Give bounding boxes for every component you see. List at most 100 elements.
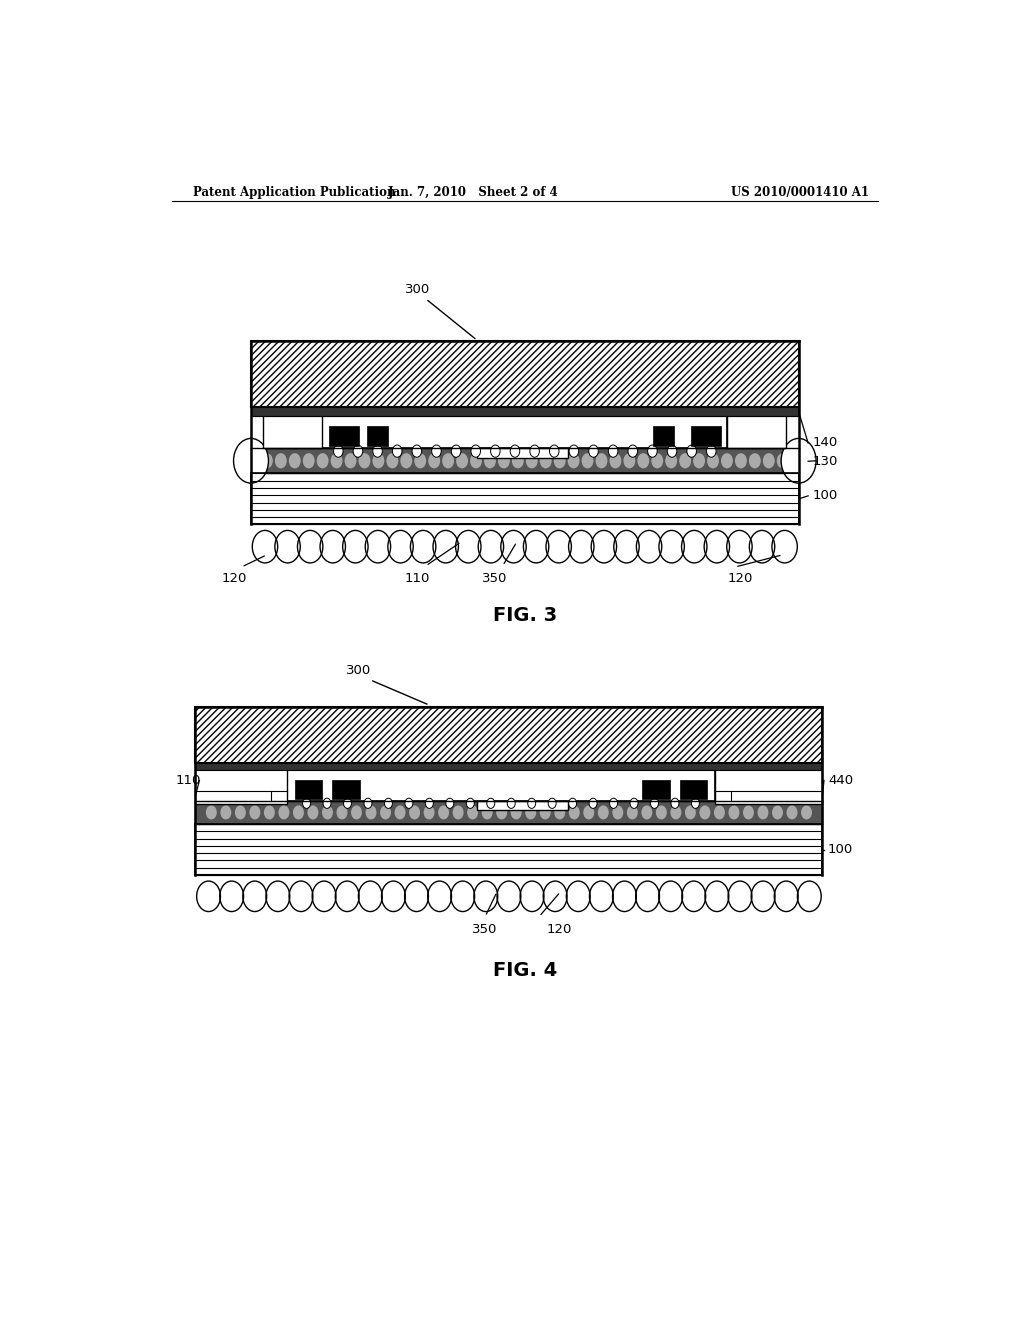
Circle shape — [322, 805, 333, 820]
Text: 120: 120 — [547, 923, 572, 936]
Circle shape — [206, 805, 217, 820]
Circle shape — [624, 453, 635, 469]
Circle shape — [432, 445, 441, 457]
Circle shape — [415, 453, 426, 469]
Circle shape — [358, 453, 371, 469]
Bar — [196, 751, 287, 804]
Circle shape — [410, 805, 420, 820]
Circle shape — [467, 805, 478, 820]
Circle shape — [714, 805, 725, 820]
Text: 300: 300 — [406, 282, 430, 296]
Circle shape — [772, 805, 783, 820]
Circle shape — [627, 805, 638, 820]
Bar — [196, 801, 822, 824]
Circle shape — [470, 453, 482, 469]
Text: 100: 100 — [812, 490, 838, 503]
Text: 350: 350 — [472, 923, 498, 936]
Circle shape — [763, 453, 775, 469]
Circle shape — [567, 453, 580, 469]
Circle shape — [554, 453, 565, 469]
Circle shape — [735, 453, 746, 469]
Circle shape — [641, 805, 652, 820]
Circle shape — [428, 453, 440, 469]
Text: FIG. 3: FIG. 3 — [493, 606, 557, 624]
Circle shape — [452, 445, 461, 457]
Bar — [477, 447, 568, 458]
Circle shape — [679, 453, 691, 469]
Circle shape — [250, 805, 260, 820]
Circle shape — [647, 445, 657, 457]
Circle shape — [687, 445, 696, 457]
Bar — [263, 408, 323, 447]
Circle shape — [569, 445, 579, 457]
Circle shape — [540, 805, 551, 820]
Circle shape — [424, 805, 434, 820]
Bar — [251, 447, 799, 474]
Circle shape — [303, 799, 310, 808]
Circle shape — [589, 799, 597, 808]
Circle shape — [671, 799, 679, 808]
Circle shape — [548, 799, 556, 808]
Bar — [251, 408, 799, 416]
Circle shape — [650, 799, 658, 808]
Circle shape — [612, 805, 624, 820]
Bar — [251, 342, 799, 408]
Circle shape — [568, 799, 577, 808]
Circle shape — [609, 453, 622, 469]
Circle shape — [749, 453, 761, 469]
Circle shape — [279, 805, 290, 820]
Circle shape — [364, 799, 372, 808]
Circle shape — [456, 453, 468, 469]
Circle shape — [666, 453, 677, 469]
Circle shape — [707, 453, 719, 469]
Bar — [287, 763, 716, 801]
Bar — [652, 426, 674, 446]
Circle shape — [353, 445, 362, 457]
Circle shape — [525, 453, 538, 469]
Circle shape — [289, 453, 301, 469]
Text: FIG. 4: FIG. 4 — [493, 961, 557, 981]
Circle shape — [691, 799, 699, 808]
Circle shape — [234, 805, 246, 820]
Circle shape — [568, 805, 580, 820]
Text: US 2010/0001410 A1: US 2010/0001410 A1 — [731, 186, 869, 199]
Circle shape — [293, 805, 304, 820]
Circle shape — [596, 453, 607, 469]
Circle shape — [685, 805, 696, 820]
Circle shape — [471, 445, 480, 457]
Circle shape — [490, 445, 500, 457]
Circle shape — [527, 799, 536, 808]
Circle shape — [497, 805, 507, 820]
Circle shape — [220, 805, 231, 820]
Circle shape — [651, 453, 664, 469]
Text: 440: 440 — [828, 774, 853, 787]
Bar — [196, 824, 822, 875]
Circle shape — [373, 453, 384, 469]
Circle shape — [351, 805, 361, 820]
Bar — [477, 801, 568, 810]
Circle shape — [442, 453, 454, 469]
Circle shape — [598, 805, 608, 820]
Circle shape — [481, 805, 493, 820]
Circle shape — [323, 799, 331, 808]
Bar — [323, 408, 727, 447]
Bar — [196, 708, 822, 763]
Circle shape — [584, 805, 594, 820]
Bar — [727, 408, 786, 447]
Circle shape — [303, 453, 314, 469]
Circle shape — [307, 805, 318, 820]
Circle shape — [721, 453, 733, 469]
Circle shape — [343, 799, 351, 808]
Bar — [715, 751, 822, 804]
Text: 120: 120 — [221, 572, 247, 585]
Circle shape — [630, 799, 638, 808]
Circle shape — [668, 445, 677, 457]
Text: 350: 350 — [482, 572, 507, 585]
Circle shape — [264, 805, 274, 820]
Text: 100: 100 — [828, 843, 853, 857]
Circle shape — [540, 453, 552, 469]
Bar — [680, 780, 708, 799]
Circle shape — [589, 445, 598, 457]
Text: 120: 120 — [727, 572, 753, 585]
Circle shape — [525, 805, 537, 820]
